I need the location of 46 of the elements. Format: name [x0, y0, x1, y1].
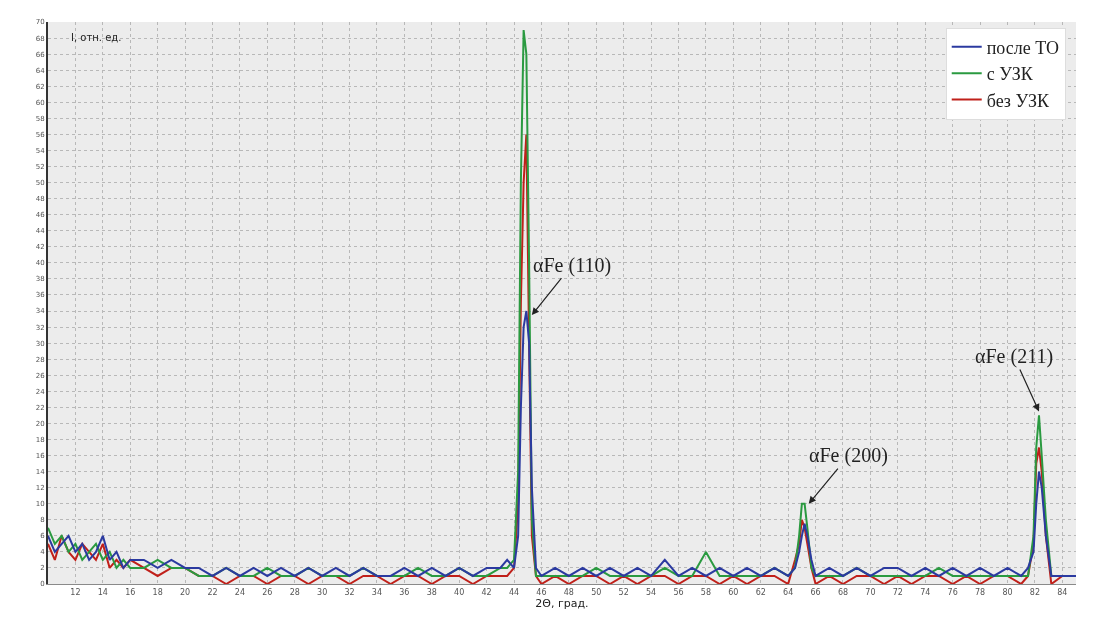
annotation: αFe (211) — [975, 345, 1054, 368]
x-tick-label: 82 — [1029, 587, 1040, 597]
x-tick-label: 52 — [618, 587, 629, 597]
y-axis-title: I, отн. ед. — [71, 32, 122, 43]
x-tick-label: 18 — [152, 587, 163, 597]
x-tick-label: 56 — [673, 587, 684, 597]
x-tick-label: 54 — [646, 587, 657, 597]
x-tick-label: 32 — [344, 587, 355, 597]
legend-label: без УЗК — [986, 90, 1050, 111]
x-tick-label: 68 — [837, 587, 849, 597]
x-tick-label: 76 — [947, 587, 958, 597]
x-tick-label: 58 — [700, 587, 712, 597]
x-tick-label: 48 — [563, 587, 574, 597]
x-tick-label: 28 — [289, 587, 300, 597]
x-tick-label: 14 — [97, 587, 108, 597]
x-tick-label: 22 — [207, 587, 218, 597]
x-tick-label: 42 — [481, 587, 492, 597]
x-tick-label: 30 — [317, 587, 328, 597]
x-tick-label: 38 — [426, 587, 437, 597]
x-tick-label: 66 — [810, 587, 821, 597]
x-tick-label: 16 — [125, 587, 136, 597]
x-tick-label: 24 — [234, 587, 245, 597]
x-tick-label: 12 — [70, 587, 81, 597]
x-tick-label: 34 — [371, 587, 383, 597]
x-tick-label: 46 — [536, 587, 547, 597]
x-tick-label: 74 — [920, 587, 931, 597]
legend-label: с УЗК — [986, 64, 1034, 85]
annotation: αFe (110) — [533, 254, 612, 277]
x-tick-label: 50 — [591, 587, 602, 597]
x-tick-label: 36 — [399, 587, 410, 597]
x-tick-label: 40 — [454, 587, 465, 597]
x-tick-label: 70 — [865, 587, 876, 597]
x-tick-label: 78 — [974, 587, 986, 597]
x-tick-label: 60 — [728, 587, 739, 597]
x-axis-title: 2Θ, град. — [535, 596, 589, 610]
x-tick-label: 80 — [1002, 587, 1013, 597]
x-tick-label: 72 — [892, 587, 903, 597]
x-tick-label: 62 — [755, 587, 766, 597]
annotation: αFe (200) — [809, 444, 888, 467]
legend-label: после ТО — [986, 37, 1060, 58]
x-tick-label: 44 — [508, 587, 520, 597]
line-series — [48, 310, 1076, 577]
x-tick-label: 26 — [262, 587, 273, 597]
x-tick-label: 84 — [1057, 587, 1068, 597]
x-tick-label: 64 — [783, 587, 794, 597]
x-tick-label: 20 — [179, 587, 191, 597]
